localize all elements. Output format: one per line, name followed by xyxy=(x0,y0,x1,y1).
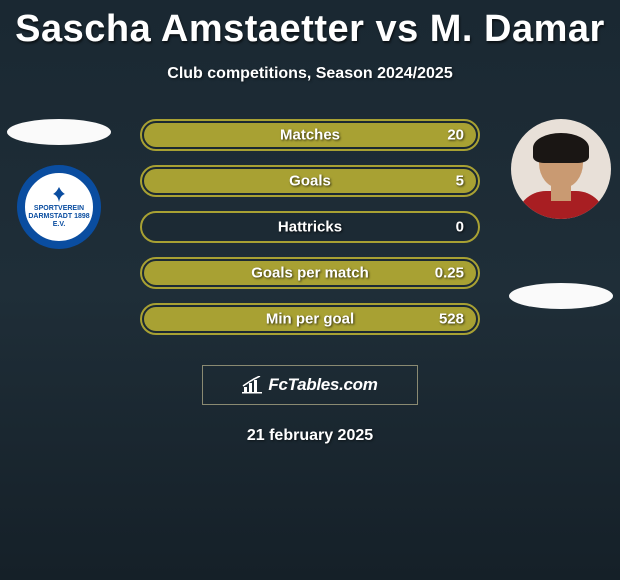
subtitle: Club competitions, Season 2024/2025 xyxy=(0,65,620,83)
club-badge-text-bottom: DARMSTADT 1898 E.V. xyxy=(28,213,89,228)
stat-row: Goals5 xyxy=(140,165,480,197)
stat-value: 20 xyxy=(447,127,464,144)
watermark-box: FcTables.com xyxy=(202,365,418,405)
stat-label: Matches xyxy=(142,127,478,144)
lily-icon xyxy=(47,185,71,203)
club-badge-inner: SPORTVEREIN DARMSTADT 1898 E.V. xyxy=(25,185,93,228)
left-player-column: SPORTVEREIN DARMSTADT 1898 E.V. xyxy=(4,119,114,249)
stat-label: Hattricks xyxy=(142,219,478,236)
stat-label: Goals xyxy=(142,173,478,190)
club-badge-text-top: SPORTVEREIN xyxy=(34,205,84,212)
stat-row: Matches20 xyxy=(140,119,480,151)
stat-value: 528 xyxy=(439,311,464,328)
stat-label: Min per goal xyxy=(142,311,478,328)
right-avatar xyxy=(511,119,611,219)
chart-icon xyxy=(242,376,264,394)
stat-row: Hattricks0 xyxy=(140,211,480,243)
stat-row: Goals per match0.25 xyxy=(140,257,480,289)
avatar-hair xyxy=(533,133,589,163)
date-text: 21 february 2025 xyxy=(0,427,620,445)
stat-label: Goals per match xyxy=(142,265,478,282)
stat-value: 0.25 xyxy=(435,265,464,282)
comparison-content: SPORTVEREIN DARMSTADT 1898 E.V. Matches2… xyxy=(0,119,620,359)
page-title: Sascha Amstaetter vs M. Damar xyxy=(0,0,620,51)
stat-value: 5 xyxy=(456,173,464,190)
left-avatar-placeholder xyxy=(7,119,111,145)
stat-row: Min per goal528 xyxy=(140,303,480,335)
watermark-text: FcTables.com xyxy=(268,375,377,395)
right-player-column xyxy=(506,119,616,309)
right-club-placeholder xyxy=(509,283,613,309)
left-club-badge: SPORTVEREIN DARMSTADT 1898 E.V. xyxy=(17,165,101,249)
stat-value: 0 xyxy=(456,219,464,236)
stats-container: Matches20 Goals5 Hattricks0 Goals per match… xyxy=(140,119,480,349)
